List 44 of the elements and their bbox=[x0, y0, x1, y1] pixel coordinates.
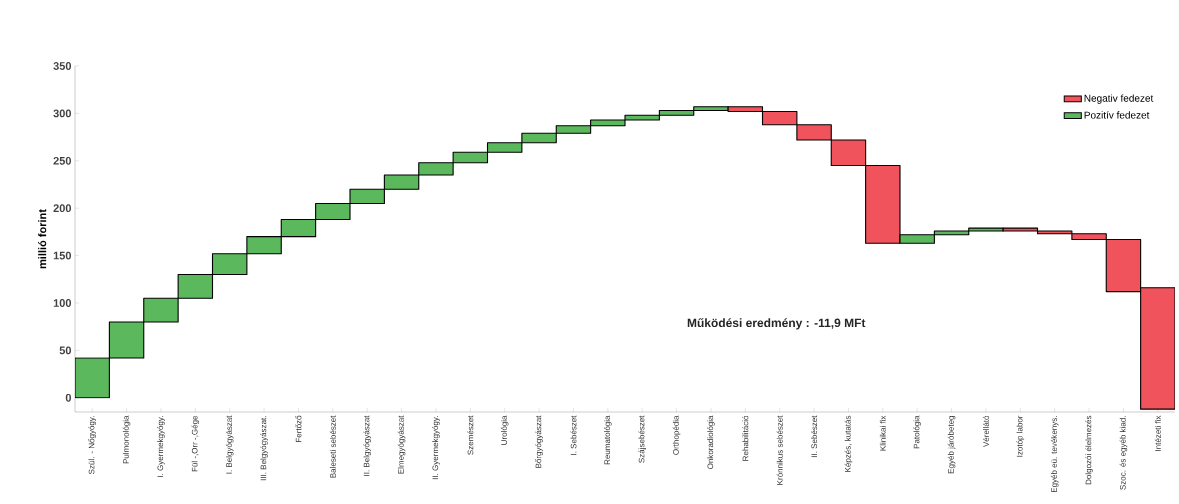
x-tick-label: Vérellátó bbox=[982, 415, 989, 448]
x-tick-label: Orthopédia bbox=[672, 415, 681, 455]
x-tick-label: Izotóp labor bbox=[1016, 415, 1025, 457]
annotation: Működési eredmény : -11,9 MFt bbox=[687, 318, 866, 330]
x-tick-label: III. Belgyógyászat. bbox=[260, 416, 268, 481]
y-tick-label: 200 bbox=[53, 204, 72, 213]
x-tick-label: Szájsebészet bbox=[638, 415, 646, 463]
x-tick-label: Szül. - Nőgyógy. bbox=[88, 416, 96, 475]
x-tick-label: II. Sebészet bbox=[811, 415, 818, 458]
x-tick-label: Szoc. és egyéb kiad. bbox=[1119, 416, 1128, 490]
y-axis-title: millió forint bbox=[38, 209, 47, 269]
x-tick-label: Onkoradiológia bbox=[707, 415, 715, 469]
x-tick-label: Fül -,Orr -,Gége bbox=[191, 415, 200, 472]
x-tick-label: Bőrgyógyászat bbox=[535, 415, 543, 468]
legend-label: Pozitív fedezet bbox=[1084, 111, 1150, 119]
y-tick-label: 50 bbox=[59, 346, 72, 355]
y-tick-label: 100 bbox=[53, 299, 72, 307]
x-tick-label: Baleseti sebészet bbox=[329, 415, 336, 478]
y-tick-label: 250 bbox=[53, 156, 72, 165]
y-tick-label: 350 bbox=[53, 62, 72, 70]
x-tick-label: Szemészet bbox=[467, 415, 474, 455]
x-tick-label: I. Belgyógyászat bbox=[225, 415, 234, 474]
x-tick-label: Reumatológia bbox=[604, 415, 612, 465]
legend-label: Negativ fedezet bbox=[1084, 94, 1154, 104]
x-tick-label: Fertőző bbox=[295, 415, 302, 442]
y-tick-label: 300 bbox=[53, 109, 72, 118]
x-tick-label: I. Sebészet bbox=[570, 415, 577, 455]
x-tick-label: Képzés, kutatás bbox=[844, 415, 853, 472]
x-tick-label: Klinikai fix bbox=[879, 415, 886, 451]
x-tick-label: Pulmonológia bbox=[122, 415, 131, 464]
x-tick-label: Intézeti fix bbox=[1154, 415, 1161, 451]
x-tick-label: II. Gyermekgyógy. bbox=[432, 416, 440, 480]
x-tick-label: Patológia bbox=[913, 415, 921, 449]
x-tick-label: Elmegyógyászat bbox=[397, 415, 406, 474]
x-tick-label: II. Belgyógyászat bbox=[363, 415, 371, 476]
y-tick-label: 0 bbox=[65, 393, 72, 402]
y-tick-label: 150 bbox=[53, 251, 72, 260]
x-tick-label: Krónnikus sebészet bbox=[776, 415, 783, 485]
x-tick-label: Rehabilitáció bbox=[742, 415, 749, 461]
x-tick-label: I. Gyermekgyógy. bbox=[157, 416, 165, 477]
x-tick-label: Dolgozói élelmezés bbox=[1085, 415, 1093, 485]
x-tick-label: Egyéb járóbeteg bbox=[947, 416, 956, 474]
x-tick-label: Urológia bbox=[500, 415, 509, 445]
x-tick-label: Egyéb eü. tevékenys. bbox=[1050, 416, 1059, 493]
